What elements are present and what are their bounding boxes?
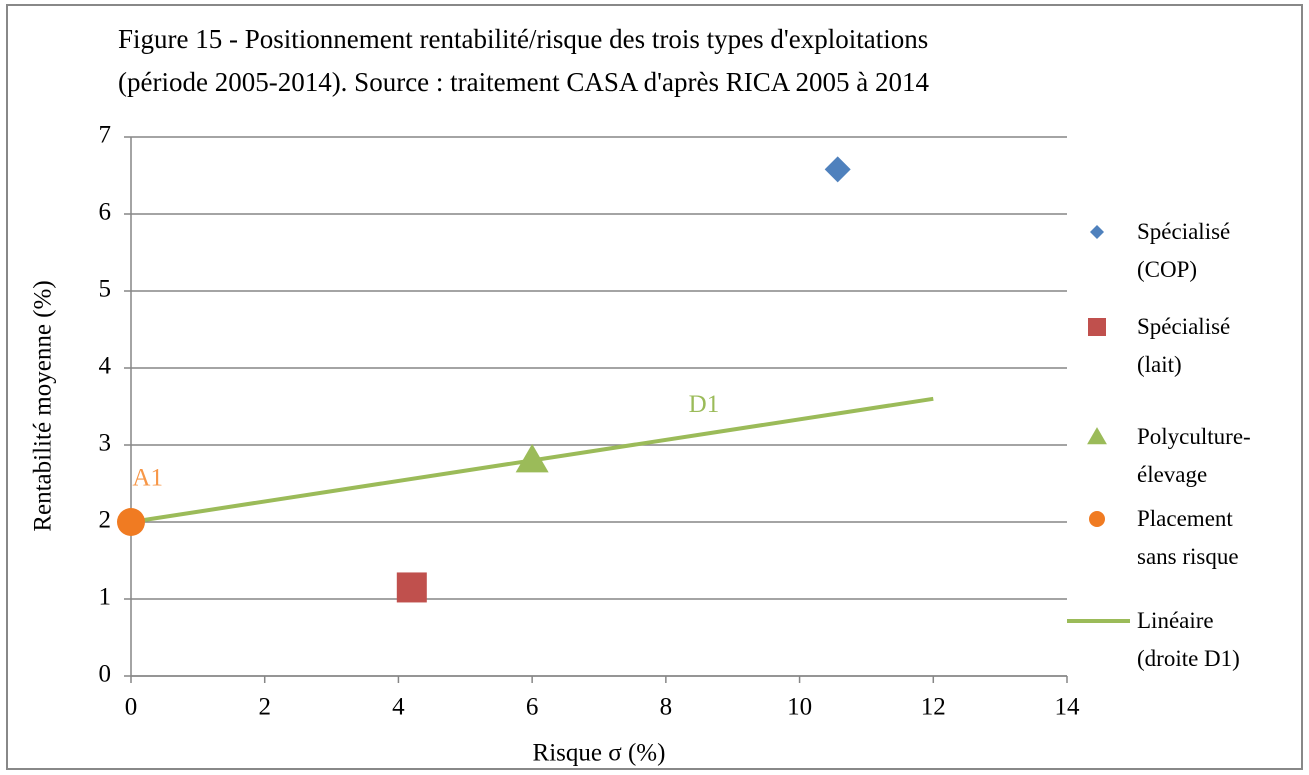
x-axis-label: Risque σ (%) (533, 740, 666, 767)
y-tick-label: 5 (99, 276, 112, 303)
triangle-marker (515, 443, 549, 473)
triangle-marker (1087, 427, 1107, 445)
square-marker (396, 572, 427, 603)
chart-title: (période 2005-2014). Source : traitement… (118, 67, 929, 97)
y-tick-label: 1 (99, 584, 112, 611)
y-tick-label: 6 (99, 199, 112, 226)
x-tick-label: 10 (787, 694, 812, 721)
legend-label: Polyculture-élevage (1137, 424, 1251, 487)
y-tick-label: 4 (99, 353, 112, 380)
chart-border (6, 4, 1303, 770)
y-tick-label: 0 (99, 661, 112, 688)
x-tick-label: 0 (125, 694, 138, 721)
diamond-marker (824, 156, 851, 183)
legend-label: Placement sans risque (1137, 506, 1239, 569)
x-tick-label: 2 (258, 694, 271, 721)
y-tick-label: 2 (99, 507, 112, 534)
legend-label: Spécialisé (COP) (1137, 219, 1231, 282)
x-tick-label: 14 (1055, 694, 1081, 721)
y-axis-label: Rentabilité moyenne (%) (30, 280, 57, 531)
annotation: D1 (689, 391, 720, 418)
square-marker (1088, 318, 1106, 336)
legend-label: Spécialisé (lait) (1137, 314, 1231, 377)
x-tick-label: 4 (392, 694, 405, 721)
y-tick-label: 3 (99, 430, 112, 457)
diamond-marker (1090, 225, 1104, 239)
legend-label: Linéaire (droite D1) (1137, 608, 1240, 671)
x-tick-label: 12 (921, 694, 946, 721)
circle-marker (1089, 511, 1105, 527)
x-tick-label: 6 (526, 694, 539, 721)
chart-title: Figure 15 - Positionnement rentabilité/r… (118, 24, 928, 54)
x-tick-label: 8 (660, 694, 673, 721)
annotation: A1 (132, 464, 163, 491)
y-tick-label: 7 (99, 122, 112, 149)
circle-marker (117, 508, 145, 536)
